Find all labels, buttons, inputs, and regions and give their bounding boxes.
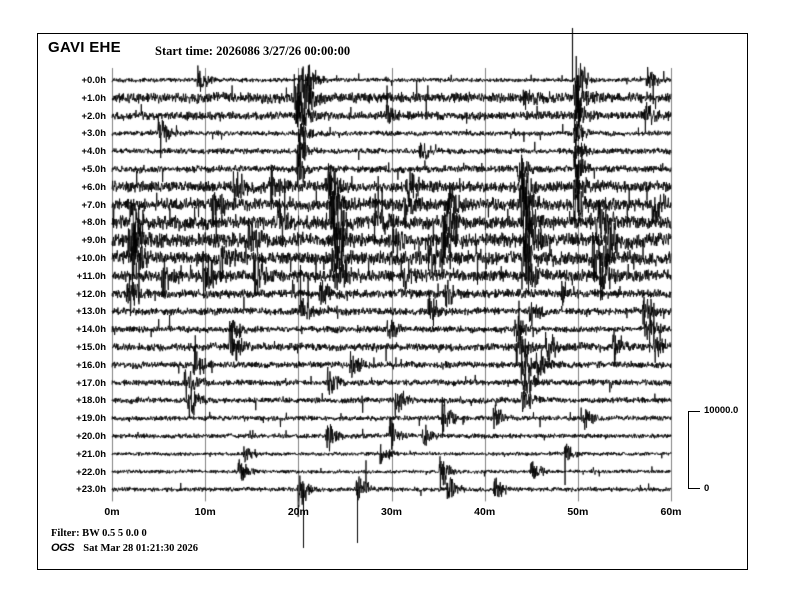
credit-line: OGS Sat Mar 28 01:21:30 2026 xyxy=(51,542,198,554)
hour-tick-label: +2.0h xyxy=(81,110,106,122)
time-tick-label: 50m xyxy=(567,506,589,519)
scale-max-label: 10000.0 xyxy=(704,405,739,416)
hour-tick-label: +22.0h xyxy=(76,466,106,478)
time-tick-label: 60m xyxy=(660,506,682,519)
hour-tick-label: +6.0h xyxy=(81,181,106,193)
page-title: GAVI EHE xyxy=(48,39,121,56)
hour-tick-label: +7.0h xyxy=(81,199,106,211)
hour-tick-label: +14.0h xyxy=(76,324,106,336)
time-tick-label: 20m xyxy=(287,506,309,519)
hour-tick-label: +12.0h xyxy=(76,288,106,300)
hour-tick-label: +0.0h xyxy=(81,75,106,86)
generated-timestamp: Sat Mar 28 01:21:30 2026 xyxy=(83,543,198,554)
hour-tick-label: +17.0h xyxy=(76,377,106,389)
hour-tick-label: +13.0h xyxy=(76,306,106,318)
filter-label: Filter: BW 0.5 5 0.0 0 xyxy=(51,528,147,539)
hour-tick-label: +15.0h xyxy=(76,342,106,353)
hour-tick-label: +21.0h xyxy=(76,448,106,460)
ogs-logo: OGS xyxy=(51,542,75,554)
hour-tick-label: +3.0h xyxy=(81,128,106,140)
amplitude-scale-bar xyxy=(688,411,700,489)
hour-tick-label: +10.0h xyxy=(76,253,106,264)
hour-tick-label: +16.0h xyxy=(76,359,106,371)
time-tick-label: 10m xyxy=(194,506,216,519)
time-tick-label: 30m xyxy=(380,506,402,519)
start-time-label: Start time: 2026086 3/27/26 00:00:00 xyxy=(155,44,351,58)
hour-tick-label: +19.0h xyxy=(76,413,106,425)
hour-tick-label: +18.0h xyxy=(76,395,106,407)
hour-tick-label: +23.0h xyxy=(76,484,106,496)
hour-tick-label: +9.0h xyxy=(81,235,106,247)
scale-min-label: 0 xyxy=(704,483,710,494)
time-tick-label: 0m xyxy=(104,506,120,519)
hour-tick-label: +5.0h xyxy=(81,164,106,175)
time-tick-label: 40m xyxy=(474,506,496,519)
hour-tick-label: +4.0h xyxy=(81,146,106,158)
hour-tick-label: +20.0h xyxy=(76,431,106,442)
hour-tick-label: +11.0h xyxy=(76,270,106,282)
hour-tick-label: +8.0h xyxy=(81,217,106,229)
hour-tick-label: +1.0h xyxy=(81,92,106,104)
plot-frame xyxy=(37,33,748,570)
